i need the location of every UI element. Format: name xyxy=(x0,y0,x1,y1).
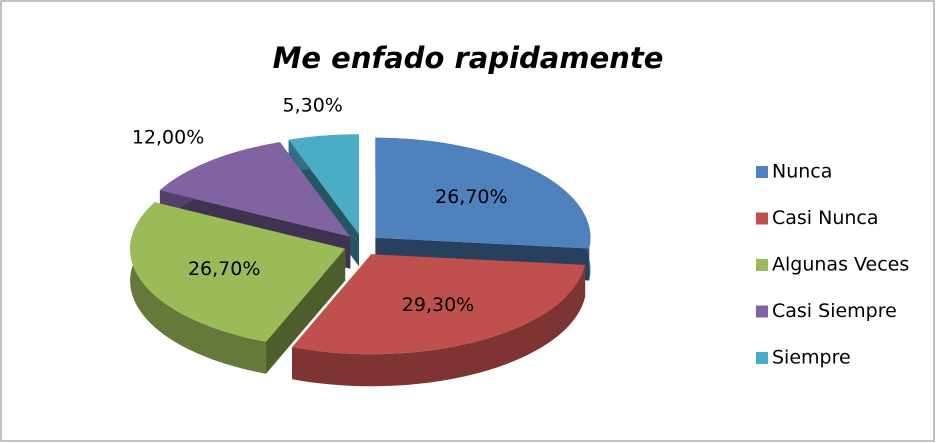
legend-label: Nunca xyxy=(772,161,832,183)
slice-side xyxy=(130,202,266,374)
legend-swatch xyxy=(756,212,768,225)
slice-shade xyxy=(292,264,586,387)
legend-swatch xyxy=(756,305,768,318)
data-label: 26,70% xyxy=(188,258,260,280)
legend-swatch xyxy=(756,259,768,271)
slice-top xyxy=(288,134,360,235)
chart-title: Me enfado rapidamente xyxy=(273,41,664,75)
legend-swatch xyxy=(756,352,768,364)
slice-shade xyxy=(130,202,266,374)
legend-swatch xyxy=(756,166,768,178)
legend-label: Casi Siempre xyxy=(772,300,897,322)
legend-label: Siempre xyxy=(772,347,851,369)
legend-label: Algunas Veces xyxy=(772,254,909,276)
slice-side xyxy=(292,264,586,387)
data-label: 29,30% xyxy=(402,294,474,316)
slice-shade xyxy=(265,248,346,374)
pie-slice xyxy=(292,254,586,387)
slice-top xyxy=(159,142,351,237)
legend-label: Casi Nunca xyxy=(772,207,879,229)
slice-top xyxy=(375,137,591,249)
data-label: 26,70% xyxy=(435,186,507,208)
data-label: 5,30% xyxy=(283,95,343,117)
slice-top xyxy=(130,202,346,342)
data-label: 12,00% xyxy=(132,127,204,149)
slice-top xyxy=(292,254,586,355)
pie-slice xyxy=(130,202,346,374)
